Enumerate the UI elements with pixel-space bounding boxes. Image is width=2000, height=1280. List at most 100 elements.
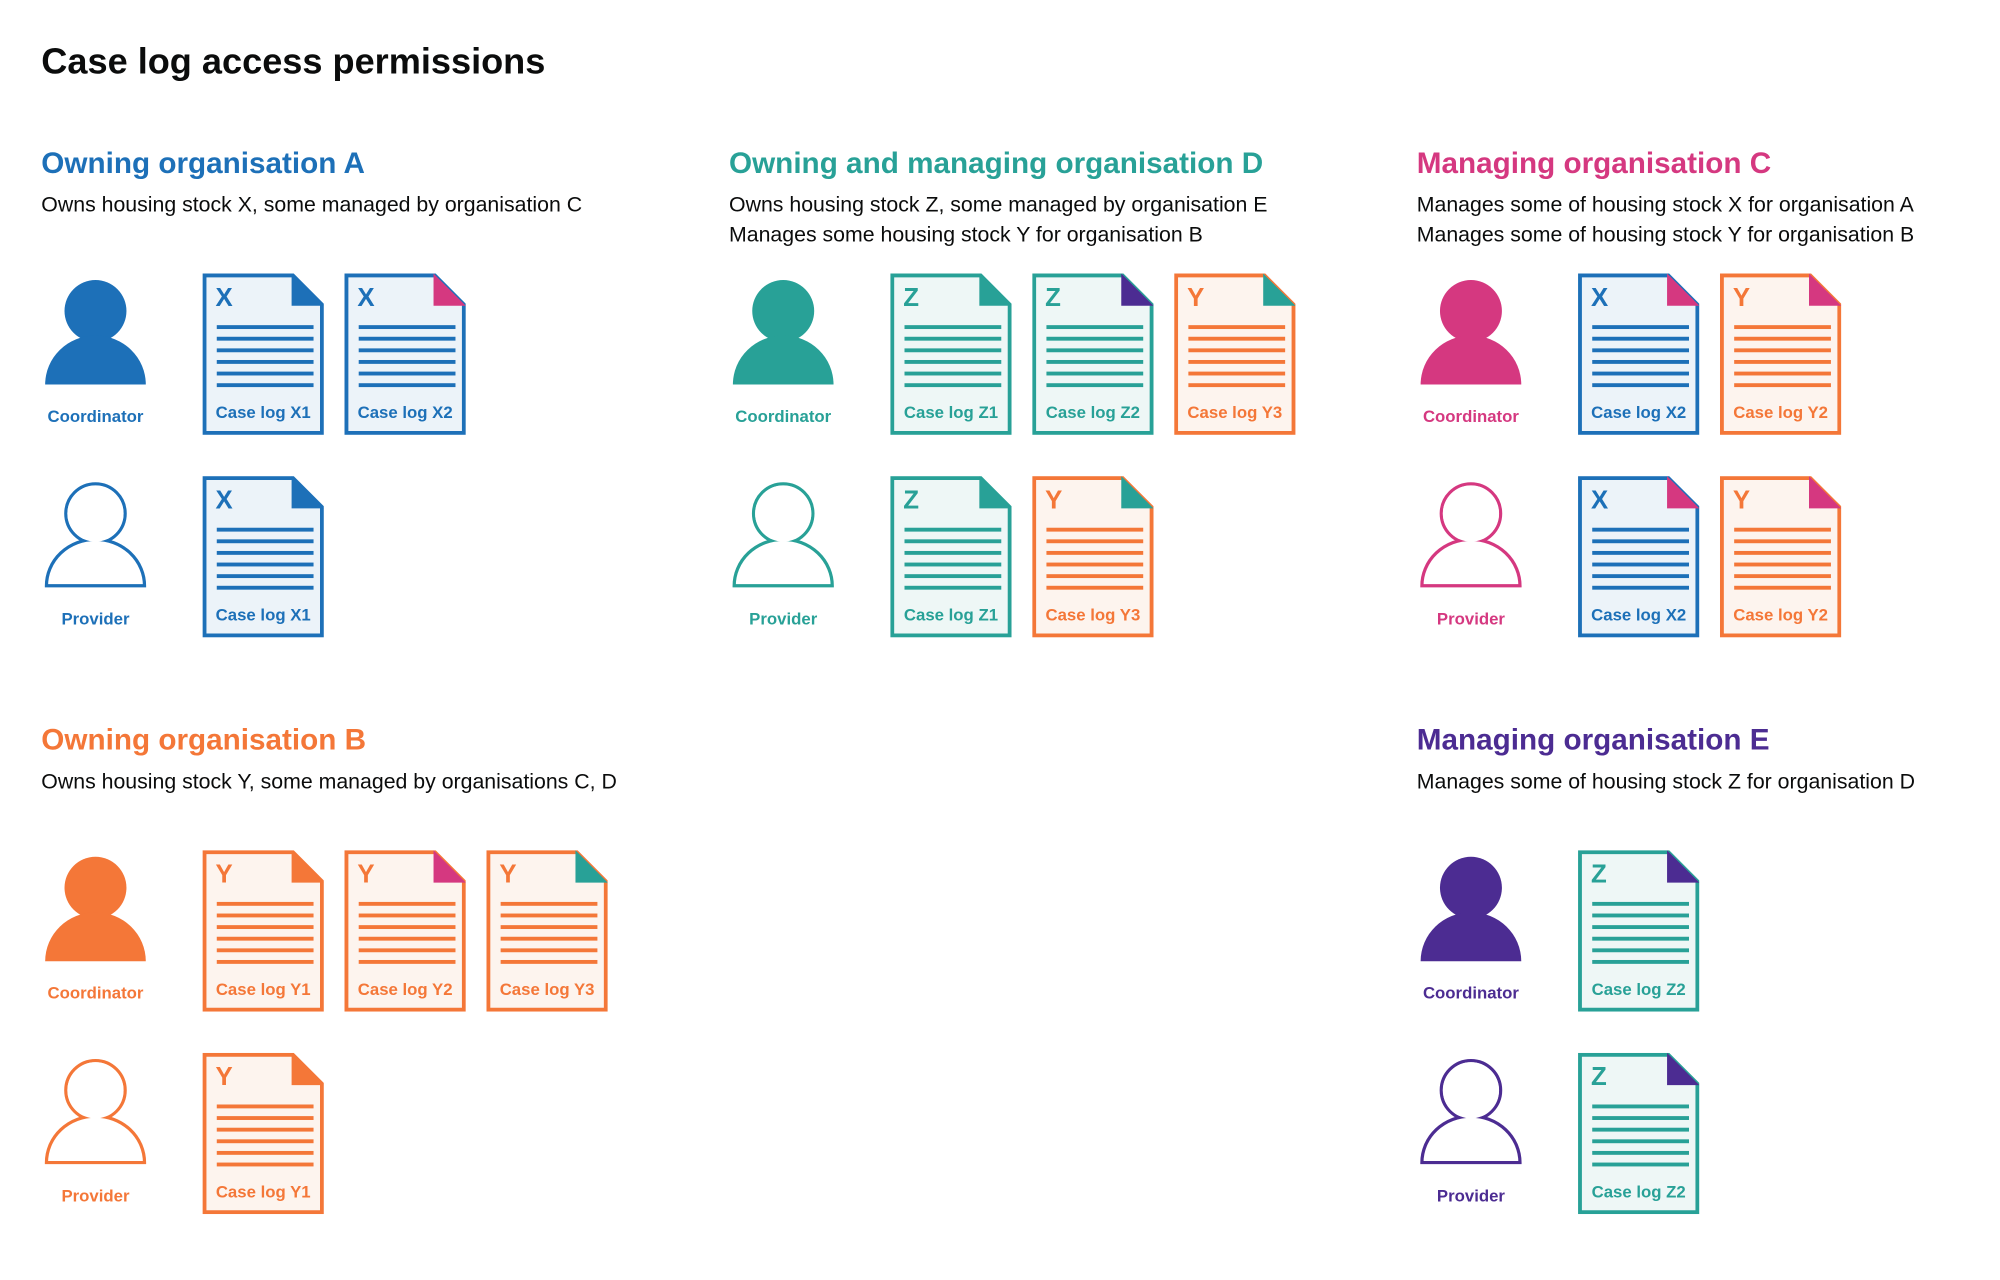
- document-icon: [1578, 273, 1700, 435]
- case-log-document[interactable]: X Case log X1: [202, 476, 324, 638]
- managing-org-corner-icon: [291, 273, 324, 306]
- person-filled-icon: [1420, 856, 1522, 962]
- case-log-document[interactable]: X Case log X2: [344, 273, 466, 435]
- case-log-document[interactable]: Z Case log Z2: [1032, 273, 1154, 435]
- description-line: Manages some housing stock Y for organis…: [729, 223, 1203, 247]
- stock-letter: Z: [903, 283, 919, 313]
- case-log-document[interactable]: Y Case log Y3: [1174, 273, 1296, 435]
- role-label: Coordinator: [47, 983, 144, 1003]
- person-filled-icon: [45, 856, 146, 962]
- case-log-document[interactable]: Z Case log Z2: [1578, 1052, 1700, 1215]
- coordinator-role: Coordinator: [44, 853, 147, 1003]
- person-filled-icon: [45, 279, 146, 385]
- case-log-document[interactable]: Y Case log Y3: [1032, 476, 1154, 638]
- description-line: Manages some of housing stock X for orga…: [1416, 193, 1914, 217]
- role-row: Provider X Case log X1: [41, 476, 635, 641]
- role-row: Coordinator X Case log X2 Y Ca: [1417, 273, 2000, 439]
- case-log-label: Case log Z2: [1045, 402, 1140, 422]
- document-icon: [1032, 476, 1154, 638]
- stock-letter: Y: [357, 860, 375, 890]
- managing-org-corner-icon: [979, 476, 1012, 509]
- coordinator-role: Coordinator: [1419, 276, 1522, 426]
- case-log-document[interactable]: Y Case log Y2: [1719, 273, 1842, 435]
- document-icon: [202, 273, 324, 435]
- section-heading: Owning and managing organisation D: [729, 145, 1264, 180]
- stock-letter: Z: [903, 486, 919, 515]
- provider-role: Provider: [732, 479, 835, 628]
- case-log-label: Case log X2: [357, 402, 453, 422]
- stock-letter: X: [215, 486, 233, 515]
- role-row: Provider Z Case log Z2: [1417, 1052, 2000, 1218]
- coordinator-role: Coordinator: [1419, 853, 1522, 1003]
- case-log-document[interactable]: Y Case log Y1: [202, 1052, 324, 1215]
- description-line: Manages some of housing stock Y for orga…: [1416, 223, 1915, 247]
- stock-letter: Y: [1045, 486, 1063, 515]
- organisation-section: Managing organisation E Manages some of …: [1416, 721, 2000, 1215]
- case-log-document[interactable]: Y Case log Y2: [344, 850, 466, 1012]
- stock-letter: X: [215, 283, 233, 313]
- section-description: Owns housing stock Y, some managed by or…: [41, 768, 635, 798]
- description-line: Owns housing stock Y, some managed by or…: [41, 770, 617, 794]
- case-log-label: Case log X2: [1591, 605, 1687, 625]
- case-log-document[interactable]: Z Case log Z1: [890, 476, 1012, 638]
- case-log-document[interactable]: X Case log X1: [202, 273, 324, 435]
- section-description: Manages some of housing stock X for orga…: [1417, 191, 2000, 250]
- role-row: Coordinator Z Case log Z1 Z Ca: [729, 273, 1323, 439]
- role-row: Provider Y Case log Y1: [41, 1052, 635, 1218]
- case-log-label: Case log Y2: [1733, 402, 1829, 422]
- case-log-document[interactable]: Y Case log Y3: [486, 850, 608, 1012]
- managing-org-corner-icon: [1809, 273, 1842, 306]
- case-log-document[interactable]: Y Case log Y2: [1719, 476, 1842, 638]
- case-log-label: Case log Y3: [1187, 402, 1283, 422]
- case-log-label: Case log Y1: [215, 1181, 311, 1202]
- document-icon: [1174, 273, 1296, 435]
- managing-org-corner-icon: [1667, 273, 1700, 306]
- role-row: Provider X Case log X2 Y Case: [1417, 476, 2000, 641]
- role-label: Provider: [1436, 609, 1505, 629]
- role-label: Provider: [61, 1185, 130, 1206]
- case-log-label: Case log X2: [1591, 402, 1687, 422]
- section-heading: Managing organisation E: [1416, 722, 1770, 757]
- case-log-document[interactable]: Z Case log Z2: [1578, 850, 1700, 1012]
- page-title: Case log access permissions: [41, 41, 546, 82]
- stock-letter: X: [1590, 486, 1609, 515]
- person-outline-icon: [44, 1059, 147, 1165]
- managing-org-corner-icon: [291, 1052, 324, 1086]
- case-log-document[interactable]: X Case log X2: [1578, 476, 1700, 638]
- stock-letter: Z: [1045, 283, 1061, 313]
- managing-org-corner-icon: [1121, 476, 1154, 509]
- managing-org-corner-icon: [979, 273, 1012, 306]
- section-description: Manages some of housing stock Z for orga…: [1417, 768, 2000, 798]
- role-label: Coordinator: [1422, 406, 1519, 426]
- managing-org-corner-icon: [1263, 273, 1296, 306]
- stock-letter: Y: [215, 1063, 233, 1092]
- case-log-document[interactable]: X Case log X2: [1578, 273, 1700, 435]
- section-description: Owns housing stock X, some managed by or…: [41, 191, 635, 221]
- description-line: Manages some of housing stock Z for orga…: [1416, 770, 1915, 794]
- document-icon: [1578, 476, 1700, 638]
- case-log-label: Case log Z2: [1591, 979, 1686, 999]
- description-line: Owns housing stock Z, some managed by or…: [729, 193, 1268, 217]
- managing-org-corner-icon: [433, 273, 466, 306]
- stock-letter: Y: [1187, 283, 1205, 313]
- organisation-section: Owning organisation B Owns housing stock…: [41, 721, 635, 1215]
- case-log-label: Case log X1: [215, 402, 311, 422]
- organisation-section: Owning and managing organisation D Owns …: [729, 145, 1323, 638]
- case-log-document[interactable]: Z Case log Z1: [890, 273, 1012, 435]
- role-row: Coordinator Z Case log Z2: [1417, 850, 2000, 1015]
- document-icon: [1032, 273, 1154, 435]
- document-icon: [1719, 476, 1842, 638]
- organisation-section: Managing organisation C Manages some of …: [1417, 145, 2000, 638]
- provider-role: Provider: [44, 479, 147, 628]
- stock-letter: Y: [1732, 283, 1751, 313]
- person-outline-icon: [1420, 1059, 1522, 1165]
- case-log-document[interactable]: Y Case log Y1: [202, 850, 324, 1012]
- managing-org-corner-icon: [1667, 1052, 1700, 1086]
- stock-letter: Y: [1732, 486, 1751, 515]
- person-outline-icon: [44, 482, 147, 588]
- case-log-label: Case log X1: [215, 605, 311, 625]
- person-outline-icon: [732, 482, 834, 588]
- stock-letter: Z: [1590, 1063, 1607, 1092]
- role-label: Coordinator: [1422, 983, 1519, 1003]
- document-icon: [202, 850, 324, 1012]
